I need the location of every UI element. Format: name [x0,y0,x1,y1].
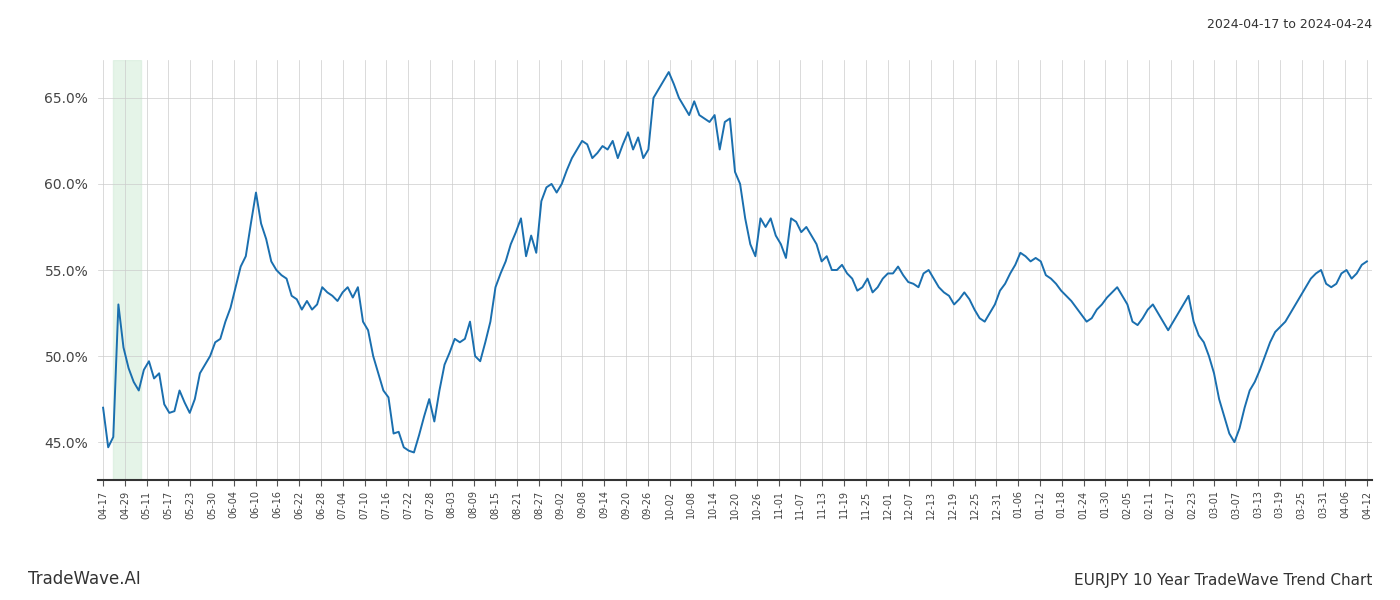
Text: 2024-04-17 to 2024-04-24: 2024-04-17 to 2024-04-24 [1207,18,1372,31]
Bar [113,60,141,480]
Text: TradeWave.AI: TradeWave.AI [28,570,141,588]
Text: EURJPY 10 Year TradeWave Trend Chart: EURJPY 10 Year TradeWave Trend Chart [1074,573,1372,588]
